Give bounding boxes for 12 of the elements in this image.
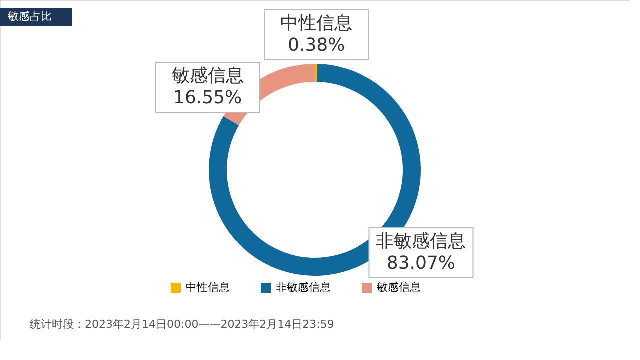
slice-label: 敏感信息	[172, 66, 244, 87]
data-label: 16.55%	[173, 88, 242, 109]
legend-label: 敏感信息	[377, 281, 421, 294]
text: 敏感占比	[8, 10, 52, 23]
data-label: 0.38%	[288, 35, 346, 56]
legend-label: 中性信息	[186, 281, 230, 294]
text: 统计时段：2023年2月14日00:00——2023年2月14日23:59	[30, 318, 334, 331]
legend-label: 非敏感信息	[276, 281, 331, 294]
slice-label: 中性信息	[280, 13, 353, 34]
data-label: 83.07%	[386, 253, 456, 274]
slice-label: 非敏感信息	[376, 231, 466, 252]
donut-slice	[315, 64, 318, 82]
